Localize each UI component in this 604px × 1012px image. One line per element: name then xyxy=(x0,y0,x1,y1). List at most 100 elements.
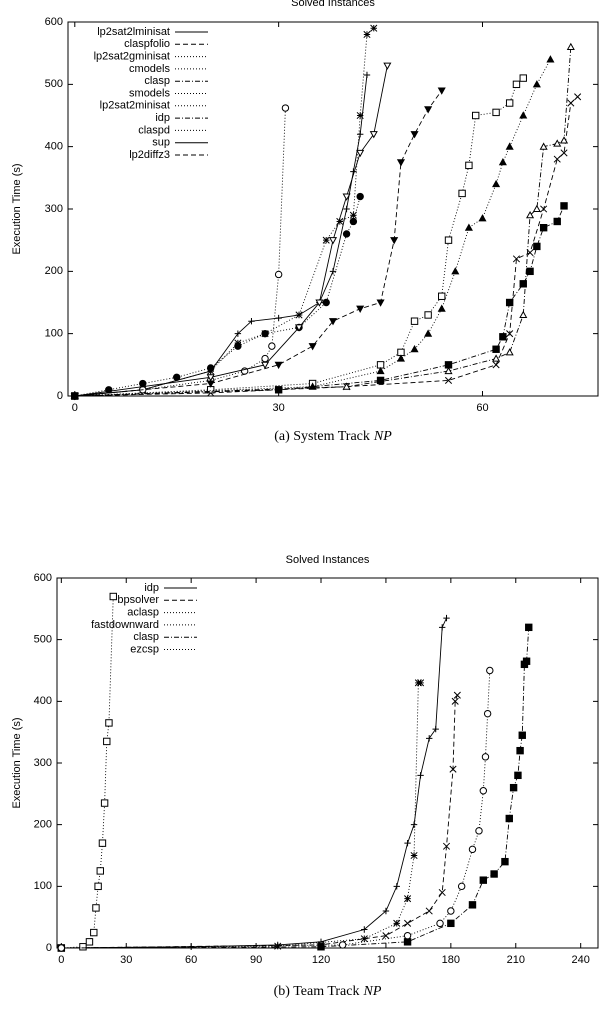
marker xyxy=(447,907,455,915)
marker xyxy=(96,867,104,875)
marker xyxy=(471,111,480,120)
legend-label: clasp xyxy=(144,75,170,87)
marker xyxy=(447,919,455,928)
marker xyxy=(139,379,147,388)
marker xyxy=(376,366,385,375)
marker xyxy=(437,304,446,312)
caption-italic: NP xyxy=(373,429,392,444)
marker xyxy=(248,318,255,325)
marker xyxy=(492,345,500,353)
legend-label: fastdownward xyxy=(91,619,159,631)
x-tick-label: 0 xyxy=(72,402,78,414)
legend-label: lp2sat2minisat xyxy=(100,100,170,112)
marker xyxy=(404,839,411,847)
marker xyxy=(274,361,283,370)
marker xyxy=(393,883,400,890)
x-tick-label: 90 xyxy=(250,954,262,966)
series-line xyxy=(74,59,551,397)
marker xyxy=(509,783,518,792)
marker xyxy=(533,242,541,251)
marker xyxy=(532,204,541,213)
caption-text: (a) System Track xyxy=(274,429,370,444)
legend-label: sup xyxy=(152,137,170,149)
marker xyxy=(468,901,477,909)
marker xyxy=(468,845,477,854)
marker xyxy=(519,111,528,119)
marker xyxy=(328,237,338,245)
x-tick-label: 240 xyxy=(572,954,590,966)
marker xyxy=(268,342,276,350)
series-line xyxy=(61,670,491,949)
marker xyxy=(173,373,181,381)
legend-label: aclasp xyxy=(127,607,159,619)
marker xyxy=(492,354,501,362)
marker xyxy=(479,876,488,884)
marker xyxy=(453,691,461,699)
y-axis-label: Execution Time (s) xyxy=(11,163,23,254)
marker xyxy=(443,614,450,622)
marker xyxy=(404,919,412,927)
marker xyxy=(553,155,561,163)
marker xyxy=(425,907,433,915)
caption: (a) System Track NP xyxy=(274,429,392,444)
marker xyxy=(329,268,337,275)
marker xyxy=(553,217,561,226)
marker xyxy=(295,311,303,319)
marker xyxy=(410,821,418,828)
caption: (b) Team Track NP xyxy=(274,984,382,999)
series-line xyxy=(74,96,578,397)
marker xyxy=(519,74,527,82)
series-line xyxy=(61,682,421,949)
legend-label: clasp xyxy=(133,631,159,643)
x-tick-label: 60 xyxy=(185,954,197,966)
marker xyxy=(566,42,575,50)
y-axis-label: Execution Time (s) xyxy=(11,717,23,808)
marker xyxy=(525,623,533,632)
y-tick-label: 600 xyxy=(45,16,63,28)
marker xyxy=(532,80,541,88)
marker xyxy=(356,149,365,158)
y-tick-label: 100 xyxy=(45,328,63,340)
marker xyxy=(444,376,453,384)
marker xyxy=(315,299,324,307)
marker xyxy=(442,842,451,850)
series-line xyxy=(74,196,361,397)
legend-label: bpsolver xyxy=(117,594,159,606)
marker xyxy=(522,657,531,665)
y-tick-label: 100 xyxy=(34,880,52,892)
marker xyxy=(560,149,568,157)
marker xyxy=(396,159,405,167)
marker xyxy=(539,224,548,232)
series-line xyxy=(74,74,368,397)
y-tick-label: 600 xyxy=(34,572,52,584)
x-tick-label: 180 xyxy=(442,954,460,966)
marker xyxy=(518,731,526,739)
marker xyxy=(438,888,446,897)
y-tick-label: 300 xyxy=(45,203,63,215)
marker xyxy=(274,270,283,279)
series-line xyxy=(74,108,286,397)
y-tick-label: 300 xyxy=(34,757,52,769)
marker xyxy=(444,366,453,375)
x-tick-label: 60 xyxy=(476,402,488,414)
marker xyxy=(342,193,351,201)
marker xyxy=(424,311,432,319)
marker xyxy=(457,882,466,891)
y-tick-label: 0 xyxy=(46,942,52,954)
marker xyxy=(360,935,368,943)
marker xyxy=(308,382,317,390)
x-tick-label: 150 xyxy=(377,954,395,966)
marker xyxy=(361,926,368,933)
x-tick-label: 0 xyxy=(58,954,64,966)
series-line xyxy=(74,46,572,397)
marker xyxy=(416,679,425,687)
marker xyxy=(410,317,419,325)
marker xyxy=(512,255,521,263)
marker xyxy=(451,267,460,275)
legend-label: cmodels xyxy=(129,63,170,75)
marker xyxy=(261,329,269,338)
marker xyxy=(424,329,433,337)
marker xyxy=(92,904,100,912)
marker xyxy=(438,292,446,300)
series-line xyxy=(61,617,447,949)
